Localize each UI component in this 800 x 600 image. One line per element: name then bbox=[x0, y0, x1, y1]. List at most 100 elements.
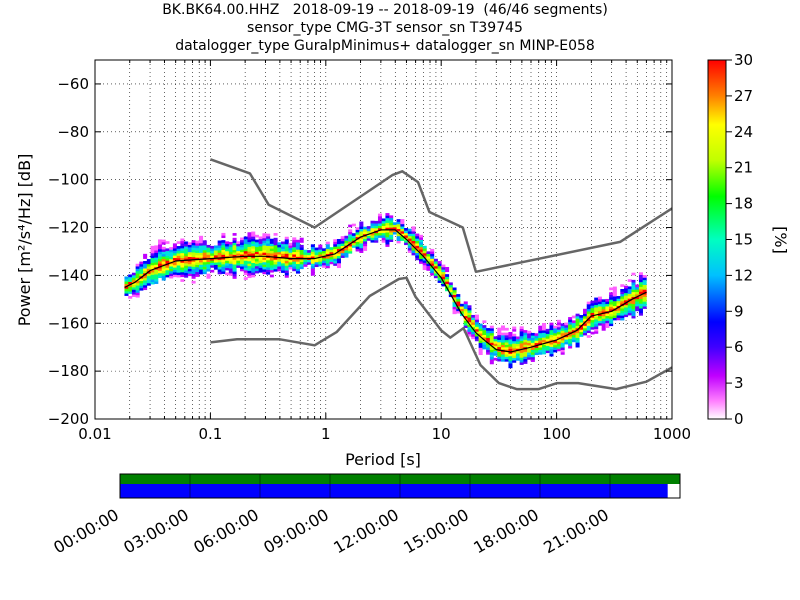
heatmap-cell bbox=[154, 269, 159, 272]
heatmap-cell bbox=[389, 239, 394, 243]
heatmap-cell bbox=[497, 337, 502, 340]
heatmap-cell bbox=[642, 296, 647, 300]
heatmap-cell bbox=[575, 344, 580, 348]
heatmap-cell bbox=[635, 306, 640, 309]
heatmap-cell bbox=[478, 328, 483, 332]
heatmap-cell bbox=[501, 342, 506, 345]
heatmap-cell bbox=[292, 266, 297, 269]
heatmap-cell bbox=[642, 287, 647, 290]
heatmap-cell bbox=[501, 356, 506, 360]
heatmap-cell bbox=[269, 262, 274, 266]
heatmap-cell bbox=[564, 336, 569, 340]
heatmap-cell bbox=[135, 280, 140, 284]
heatmap-cell bbox=[631, 284, 636, 288]
heatmap-cell bbox=[292, 256, 297, 260]
heatmap-cell bbox=[571, 339, 576, 343]
heatmap-cell bbox=[530, 352, 535, 355]
heatmap-cell bbox=[568, 331, 573, 335]
heatmap-cell bbox=[609, 287, 614, 291]
heatmap-cell bbox=[243, 238, 248, 242]
heatmap-cell bbox=[172, 243, 177, 247]
heatmap-cell bbox=[527, 337, 532, 341]
heatmap-cell bbox=[199, 250, 204, 253]
heatmap-cell bbox=[523, 334, 528, 338]
heatmap-cell bbox=[165, 269, 170, 273]
heatmap-cell bbox=[445, 281, 450, 285]
heatmap-cell bbox=[586, 315, 591, 319]
heatmap-cell bbox=[638, 279, 643, 283]
heatmap-cell bbox=[266, 269, 271, 273]
heatmap-cell bbox=[295, 239, 300, 243]
heatmap-cell bbox=[351, 233, 356, 236]
heatmap-cell bbox=[601, 313, 606, 317]
heatmap-cell bbox=[266, 267, 271, 270]
heatmap-cell bbox=[254, 244, 259, 248]
heatmap-cell bbox=[575, 342, 580, 346]
heatmap-cell bbox=[609, 292, 614, 295]
heatmap-cell bbox=[579, 327, 584, 330]
heatmap-cell bbox=[295, 268, 300, 272]
heatmap-cell bbox=[243, 272, 248, 276]
heatmap-cell bbox=[568, 321, 573, 325]
heatmap-cell bbox=[523, 361, 528, 364]
heatmap-cell bbox=[459, 306, 465, 309]
heatmap-cell bbox=[422, 255, 427, 259]
heatmap-cell bbox=[266, 250, 271, 254]
heatmap-cell bbox=[284, 275, 289, 278]
heatmap-cell bbox=[542, 325, 547, 329]
heatmap-cell bbox=[161, 265, 166, 269]
heatmap-cell bbox=[534, 335, 539, 339]
heatmap-cell bbox=[418, 261, 424, 264]
heatmap-cell bbox=[139, 273, 144, 277]
heatmap-cell bbox=[638, 310, 643, 314]
heatmap-cell bbox=[284, 248, 289, 252]
heatmap-cell bbox=[202, 264, 207, 267]
heatmap-cell bbox=[575, 325, 580, 329]
heatmap-cell bbox=[314, 252, 319, 256]
heatmap-cell bbox=[486, 340, 491, 343]
heatmap-cell bbox=[124, 276, 129, 280]
heatmap-cell bbox=[575, 332, 580, 336]
heatmap-cell bbox=[501, 347, 506, 350]
heatmap-cell bbox=[310, 251, 315, 255]
heatmap-cell bbox=[325, 248, 330, 252]
heatmap-cell bbox=[199, 254, 204, 258]
heatmap-cell bbox=[624, 307, 629, 310]
heatmap-cell bbox=[631, 313, 636, 317]
heatmap-cell bbox=[318, 263, 323, 267]
heatmap-cell bbox=[579, 331, 584, 335]
heatmap-cell bbox=[556, 338, 561, 342]
heatmap-cell bbox=[295, 251, 300, 255]
heatmap-cell bbox=[624, 295, 629, 298]
heatmap-cell bbox=[638, 277, 643, 280]
heatmap-cell bbox=[594, 302, 599, 306]
heatmap-cell bbox=[366, 226, 371, 229]
heatmap-cell bbox=[594, 326, 599, 330]
heatmap-cell bbox=[284, 260, 289, 264]
heatmap-cell bbox=[303, 264, 308, 267]
heatmap-cell bbox=[538, 332, 543, 336]
heatmap-cell bbox=[638, 303, 643, 307]
heatmap-cell bbox=[594, 323, 599, 327]
heatmap-cell bbox=[295, 266, 300, 269]
heatmap-cell bbox=[187, 266, 192, 269]
heatmap-cell bbox=[288, 252, 293, 256]
heatmap-cell bbox=[154, 254, 159, 258]
heatmap-cell bbox=[232, 233, 237, 236]
heatmap-cell bbox=[243, 258, 248, 261]
heatmap-cell bbox=[597, 315, 602, 319]
heatmap-cell bbox=[135, 275, 140, 279]
heatmap-cell bbox=[314, 247, 319, 251]
heatmap-cell bbox=[534, 338, 539, 341]
heatmap-cell bbox=[374, 228, 379, 231]
heatmap-cell bbox=[497, 332, 502, 336]
heatmap-cell bbox=[161, 275, 166, 279]
heatmap-cell bbox=[247, 246, 252, 250]
heatmap-cell bbox=[340, 240, 345, 244]
heatmap-cell bbox=[523, 349, 528, 352]
heatmap-cell bbox=[370, 239, 375, 243]
heatmap-cell bbox=[273, 261, 278, 265]
heatmap-cell bbox=[232, 271, 237, 275]
title-line-3: datalogger_type GuralpMinimus+ datalogge… bbox=[175, 38, 595, 54]
heatmap-cell bbox=[553, 325, 558, 329]
